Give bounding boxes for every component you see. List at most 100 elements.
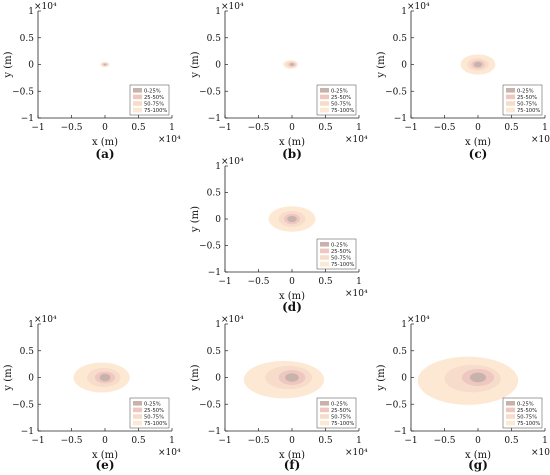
legend-swatch <box>506 420 515 426</box>
y-tick-label: 0.5 <box>20 347 35 357</box>
legend: 0-25%25-50%50-75%75-100% <box>316 84 357 116</box>
legend-label: 0-25% <box>331 88 348 94</box>
legend-label: 50-75% <box>331 102 351 108</box>
legend-swatch <box>320 407 329 413</box>
legend: 0-25%25-50%50-75%75-100% <box>129 84 170 116</box>
y-exponent-label: ×10⁴ <box>221 315 244 325</box>
x-axis-label: x (m) <box>279 291 305 302</box>
x-exponent-label: ×10⁴ <box>345 289 368 299</box>
y-axis-label: y (m) <box>3 364 14 391</box>
panel-caption: (a) <box>95 147 114 161</box>
legend-label: 50-75% <box>517 102 537 108</box>
panel-caption: (b) <box>282 147 302 161</box>
legend-swatch <box>133 401 142 406</box>
x-tick-label: −0.5 <box>61 123 83 133</box>
x-tick-label: 0 <box>289 436 295 446</box>
x-tick-label: −1 <box>404 436 417 446</box>
x-axis-label: x (m) <box>279 450 305 461</box>
panel-caption: (c) <box>469 147 488 161</box>
y-tick-label: −1 <box>394 114 407 124</box>
panel-caption: (d) <box>282 300 302 314</box>
legend-label: 0-25% <box>331 401 348 407</box>
panel-e: −1 −0.5 0 0.5 1 1 0.5 0 −0.5 −1 ×10⁴ ×10⁴ x (m) y (m)… <box>3 315 181 472</box>
x-tick-label: 0.5 <box>318 436 333 446</box>
y-exponent-label: ×10⁴ <box>221 157 244 167</box>
y-tick-label: 0 <box>28 61 34 71</box>
y-tick-label: −0.5 <box>12 400 34 410</box>
legend-swatch <box>133 101 142 106</box>
y-exponent-label: ×10⁴ <box>407 315 430 325</box>
legend-swatch <box>506 94 515 100</box>
legend-swatch <box>320 401 329 406</box>
y-tick-label: 1 <box>215 320 221 330</box>
legend-label: 75-100% <box>331 421 354 427</box>
legend-swatch <box>133 107 142 113</box>
legend-swatch <box>506 107 515 113</box>
legend-label: 25-50% <box>331 95 351 101</box>
legend-label: 50-75% <box>331 256 351 262</box>
legend-swatch <box>320 248 329 254</box>
legend-label: 0-25% <box>144 88 161 94</box>
contour-region-0-25pct <box>103 63 107 66</box>
legend: 0-25%25-50%50-75%75-100% <box>316 397 357 429</box>
contour-region-0-25pct <box>285 373 299 382</box>
legend-label: 0-25% <box>331 242 348 248</box>
legend-label: 25-50% <box>517 408 537 414</box>
y-tick-label: 0.5 <box>207 347 222 357</box>
x-exponent-label: ×10⁴ <box>158 448 181 458</box>
legend-label: 75-100% <box>517 421 540 427</box>
x-exponent-label: ×10⁴ <box>531 448 550 458</box>
legend-swatch <box>506 101 515 106</box>
y-tick-label: −0.5 <box>385 400 407 410</box>
y-tick-label: 0.5 <box>207 34 222 44</box>
legend-swatch <box>133 414 142 419</box>
y-tick-label: 1 <box>401 7 407 17</box>
x-tick-label: 0.5 <box>131 123 146 133</box>
y-tick-label: 1 <box>215 7 221 17</box>
y-tick-label: 0 <box>401 374 407 384</box>
y-tick-label: −1 <box>21 427 34 437</box>
legend-swatch <box>506 88 515 93</box>
contour-region-0-25pct <box>289 63 295 66</box>
x-tick-label: 0 <box>289 123 295 133</box>
legend-swatch <box>320 242 329 247</box>
x-tick-label: −1 <box>31 123 44 133</box>
legend: 0-25%25-50%50-75%75-100% <box>502 397 543 429</box>
x-tick-label: −0.5 <box>248 123 270 133</box>
legend-swatch <box>133 88 142 93</box>
legend-label: 0-25% <box>517 88 534 94</box>
y-tick-label: −1 <box>394 427 407 437</box>
y-exponent-label: ×10⁴ <box>221 2 244 12</box>
y-axis-label: y (m) <box>376 364 387 391</box>
y-exponent-label: ×10⁴ <box>407 2 430 12</box>
y-tick-label: −1 <box>208 427 221 437</box>
x-axis-label: x (m) <box>92 450 118 461</box>
legend: 0-25%25-50%50-75%75-100% <box>129 397 170 429</box>
legend-label: 0-25% <box>144 401 161 407</box>
legend-swatch <box>320 414 329 419</box>
x-tick-label: 0.5 <box>504 123 519 133</box>
legend-label: 25-50% <box>517 95 537 101</box>
panel-c: −1 −0.5 0 0.5 1 1 0.5 0 −0.5 −1 ×10⁴ ×10⁴ x (m) y (m)… <box>376 2 550 161</box>
legend-label: 25-50% <box>144 408 164 414</box>
x-exponent-label: ×10⁴ <box>158 135 181 145</box>
panel-caption: (f) <box>284 458 301 472</box>
x-tick-label: 0.5 <box>504 436 519 446</box>
y-tick-label: 0 <box>215 215 221 225</box>
y-exponent-label: ×10⁴ <box>34 2 57 12</box>
contour-region-0-25pct <box>473 61 483 68</box>
legend: 0-25%25-50%50-75%75-100% <box>316 238 357 270</box>
legend-label: 25-50% <box>331 408 351 414</box>
legend-swatch <box>133 94 142 100</box>
panel-caption: (g) <box>468 458 488 472</box>
panel-g: −1 −0.5 0 0.5 1 1 0.5 0 −0.5 −1 ×10⁴ ×10⁴ x (m) y (m)… <box>376 315 550 472</box>
legend-swatch <box>320 420 329 426</box>
legend-swatch <box>506 401 515 406</box>
x-exponent-label: ×10⁴ <box>345 135 368 145</box>
contour-region-0-25pct <box>99 373 111 382</box>
y-axis-label: y (m) <box>190 364 201 391</box>
x-tick-label: −1 <box>218 436 231 446</box>
y-tick-label: −0.5 <box>199 400 221 410</box>
legend-label: 75-100% <box>331 108 354 114</box>
